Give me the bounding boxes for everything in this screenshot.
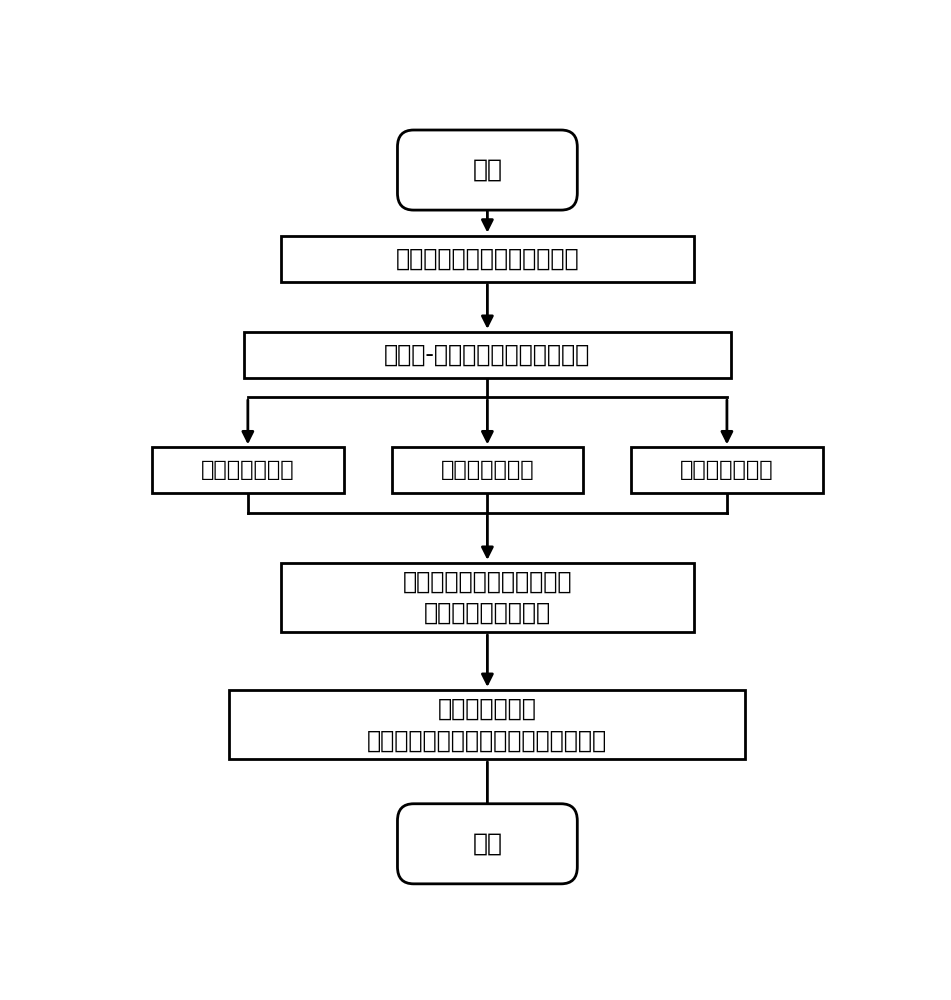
FancyBboxPatch shape bbox=[392, 447, 583, 493]
Text: 开始: 开始 bbox=[473, 158, 502, 182]
FancyBboxPatch shape bbox=[244, 332, 730, 378]
Text: 计算线路综合脆弱度，并对
线路进行脆弱性排序: 计算线路综合脆弱度，并对 线路进行脆弱性排序 bbox=[402, 570, 573, 625]
FancyBboxPatch shape bbox=[229, 690, 746, 759]
Text: 计算电-气耦合系统初始运行状态: 计算电-气耦合系统初始运行状态 bbox=[384, 343, 591, 367]
FancyBboxPatch shape bbox=[281, 563, 694, 632]
Text: 输入天然气网、电网原始数据: 输入天然气网、电网原始数据 bbox=[396, 247, 579, 271]
FancyBboxPatch shape bbox=[152, 447, 343, 493]
FancyBboxPatch shape bbox=[398, 130, 577, 210]
FancyBboxPatch shape bbox=[281, 236, 694, 282]
Text: 脆弱线路筛选：
脆弱大于设定阈值的线路即为脆弱线路: 脆弱线路筛选： 脆弱大于设定阈值的线路即为脆弱线路 bbox=[367, 697, 608, 752]
Text: 耦合脆弱度因子: 耦合脆弱度因子 bbox=[201, 460, 295, 480]
Text: 拓扑脆弱度因子: 拓扑脆弱度因子 bbox=[440, 460, 534, 480]
Text: 结束: 结束 bbox=[473, 832, 502, 856]
Text: 运行脆弱度因子: 运行脆弱度因子 bbox=[680, 460, 774, 480]
FancyBboxPatch shape bbox=[631, 447, 823, 493]
FancyBboxPatch shape bbox=[398, 804, 577, 884]
